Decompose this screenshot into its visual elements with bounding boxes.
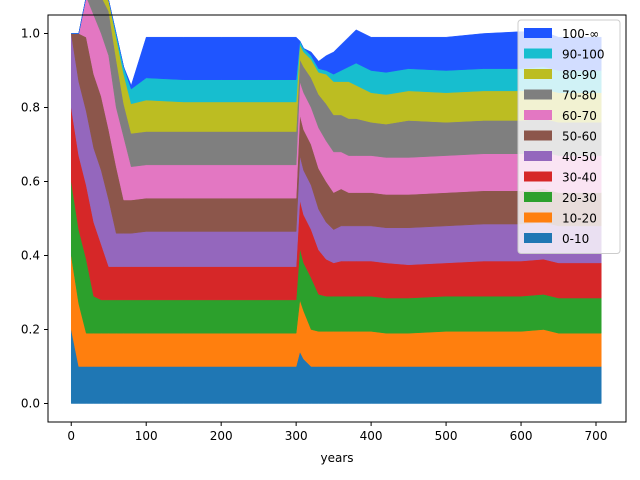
- legend-swatch: [524, 110, 552, 120]
- legend-swatch: [524, 69, 552, 79]
- legend-label: 40-50: [562, 150, 597, 164]
- y-tick-label: 0.0: [21, 397, 40, 411]
- x-tick-label: 600: [510, 429, 533, 443]
- legend-label: 90-100: [562, 48, 605, 62]
- y-tick-label: 1.0: [21, 27, 40, 41]
- legend-swatch: [524, 48, 552, 59]
- x-tick-label: 300: [285, 429, 308, 443]
- y-tick-label: 0.2: [21, 323, 40, 337]
- legend-swatch: [524, 89, 552, 100]
- legend-swatch: [524, 233, 552, 243]
- legend-label: 80-90: [562, 68, 597, 82]
- x-tick-label: 700: [585, 429, 608, 443]
- legend-label: 30-40: [562, 171, 597, 185]
- legend-swatch: [524, 130, 552, 141]
- legend-swatch: [524, 28, 552, 38]
- x-tick-label: 100: [135, 429, 158, 443]
- y-tick-label: 0.8: [21, 101, 40, 115]
- x-tick-label: 0: [67, 429, 75, 443]
- y-tick-label: 0.6: [21, 175, 40, 189]
- legend-swatch: [524, 151, 552, 161]
- legend-swatch: [524, 212, 552, 223]
- legend-label: 10-20: [562, 212, 597, 226]
- legend-swatch: [524, 192, 552, 202]
- x-tick-label: 400: [360, 429, 383, 443]
- legend-label: 0-10: [562, 232, 589, 246]
- x-tick-label: 500: [435, 429, 458, 443]
- x-axis-label: years: [320, 451, 353, 465]
- legend-label: 60-70: [562, 109, 597, 123]
- legend-label: 20-30: [562, 191, 597, 205]
- x-axis: 0 100 200 300 400 500 600 700: [67, 422, 607, 443]
- legend-label: 100-∞: [562, 27, 599, 41]
- legend-label: 70-80: [562, 89, 597, 103]
- y-tick-label: 0.4: [21, 249, 40, 263]
- legend: 100-∞ 90-100 80-90 70-80 60-70 50-60 40-50 30-4…: [517, 19, 621, 254]
- y-axis: 0.0 0.2 0.4 0.6 0.8 1.0: [21, 27, 48, 411]
- plot-frame: [47, 14, 627, 423]
- legend-swatch: [524, 171, 552, 182]
- x-tick-label: 200: [210, 429, 233, 443]
- legend-label: 50-60: [562, 130, 597, 144]
